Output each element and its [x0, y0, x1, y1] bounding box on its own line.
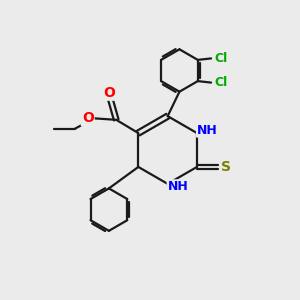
Text: O: O [103, 86, 115, 100]
Text: Cl: Cl [214, 52, 227, 65]
Text: O: O [82, 111, 94, 125]
Text: NH: NH [197, 124, 218, 136]
Text: Cl: Cl [214, 76, 227, 89]
Text: NH: NH [168, 180, 188, 193]
Text: S: S [221, 160, 231, 174]
